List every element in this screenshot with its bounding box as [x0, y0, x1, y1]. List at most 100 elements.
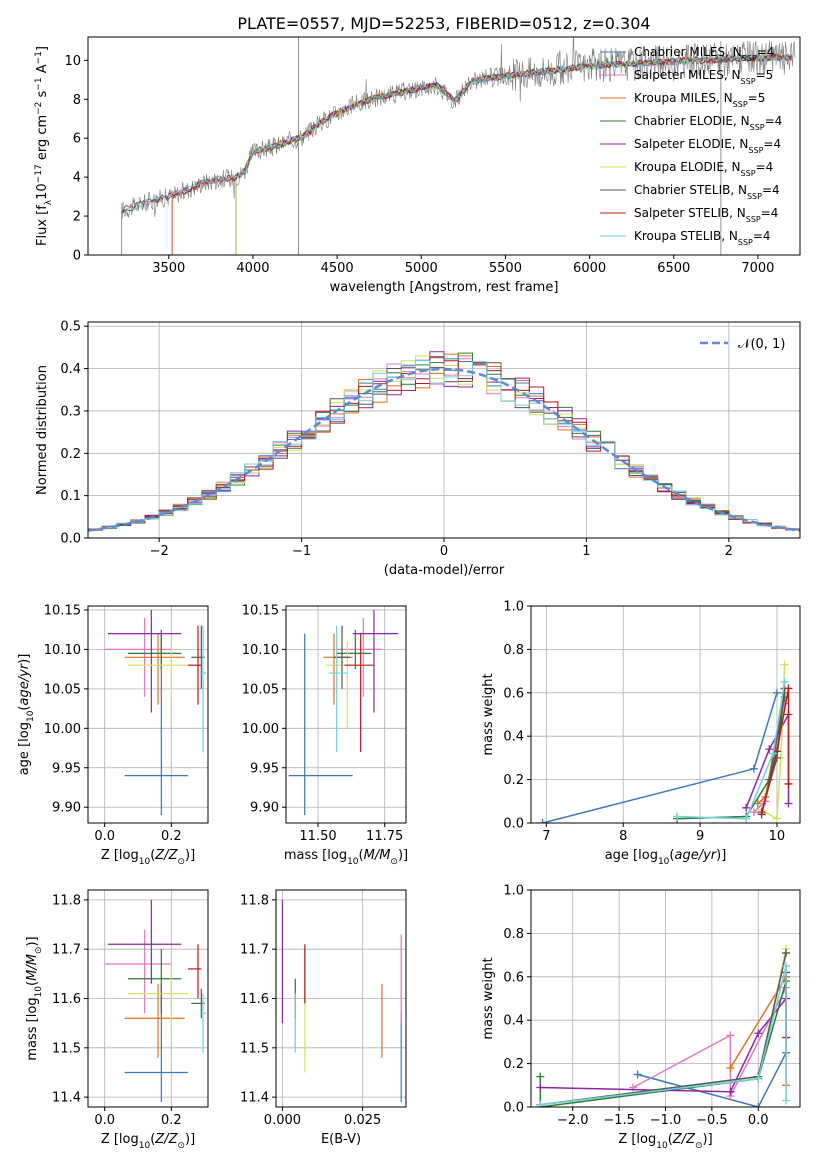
y-tick-label: 10.10 [44, 643, 81, 658]
y-tick-label: 0.4 [503, 1014, 524, 1029]
weight-marker [538, 819, 547, 823]
x-tick-label: −1.5 [603, 1113, 635, 1128]
errorbar-point [199, 993, 207, 1053]
model-spectrum [171, 54, 793, 255]
panel-age-vs-Z: 0.0 0.2 9.90 9.95 10.00 10.05 10.10 10.15 Z [log… [17, 603, 209, 867]
y-tick-label: 2 [73, 210, 81, 225]
y-tick-label: 0.4 [503, 730, 524, 745]
panel-mass-vs-Z: 0.0 0.2 11.4 11.5 11.6 11.7 11.8 Z [log10(Z/Z⊙)… [25, 889, 209, 1151]
y-axis-label: age [log10(age/yr)] [17, 654, 36, 776]
x-tick-label: 0.2 [161, 1113, 182, 1128]
y-tick-label: 1.0 [503, 884, 524, 899]
errorbar-point [344, 633, 374, 752]
axes-frame [530, 605, 801, 824]
y-axis-label: mass weight [481, 673, 496, 755]
weight-marker [784, 779, 793, 788]
figure-title: PLATE=0557, MJD=52253, FIBERID=0512, z=0… [237, 14, 650, 33]
x-tick-label: 3500 [152, 261, 185, 276]
y-tick-label: 0.0 [60, 532, 81, 547]
weight-marker [742, 803, 751, 812]
errorbar-point [328, 625, 348, 752]
weight-marker [742, 814, 751, 823]
weight-line [542, 692, 778, 823]
y-tick-label: 9.90 [52, 801, 81, 816]
y-tick-label: 0.6 [503, 970, 524, 985]
weight-marker [780, 660, 789, 669]
legend-entry: Salpeter ELODIE, NSSP=4 [634, 137, 781, 155]
errorbar-point [124, 633, 188, 816]
y-tick-label: 0.1 [60, 489, 81, 504]
y-tick-label: 10.00 [242, 722, 279, 737]
y-tick-label: 11.6 [240, 992, 269, 1007]
errorbars [281, 899, 402, 1103]
y-tick-label: 11.7 [52, 943, 81, 958]
weight-marker [726, 1063, 735, 1072]
x-tick-label: 0.025 [344, 1113, 381, 1128]
legend-entry: Chabrier MILES, NSSP=4 [634, 45, 774, 63]
weight-marker [726, 1087, 735, 1096]
weight-marker [784, 684, 793, 693]
errorbar-point [128, 641, 188, 729]
y-tick-label: 9.95 [250, 761, 279, 776]
axes-frame [87, 605, 209, 824]
y-tick-label: 0.2 [503, 773, 524, 788]
model-spectrum [235, 52, 793, 255]
y-tick-label: 11.8 [52, 893, 81, 908]
weight-line [760, 688, 790, 815]
y-tick-label: 0.0 [503, 1101, 524, 1116]
x-tick-label: 7000 [741, 261, 774, 276]
x-axis-label: Z [log10(Z/Z⊙)] [101, 848, 195, 867]
weight-marker [782, 961, 791, 970]
y-axis-label: mass [log10(M/M⊙)] [25, 936, 44, 1060]
panel-age-vs-mass: 11.50 11.75 9.90 9.95 10.00 10.05 10.10 10.15 ma… [242, 603, 408, 867]
y-tick-label: 0.2 [503, 1057, 524, 1072]
legend-entry: Chabrier STELIB, NSSP=4 [634, 183, 780, 201]
x-tick-label: 4000 [236, 261, 269, 276]
errorbar-point [124, 633, 185, 705]
weight-marker [780, 677, 789, 686]
x-tick-label: 0.0 [94, 829, 115, 844]
model-spectrum [121, 53, 792, 213]
y-tick-label: 11.6 [52, 992, 81, 1007]
x-tick-label: 11.75 [366, 829, 403, 844]
errorbar-point [326, 641, 364, 729]
x-tick-label: 0.0 [94, 1113, 115, 1128]
legend-entry: Chabrier ELODIE, NSSP=4 [634, 114, 782, 132]
weight-line [539, 980, 787, 1107]
y-tick-label: 9.90 [250, 801, 279, 816]
x-tick-label: 5000 [405, 261, 438, 276]
weight-marker [754, 1103, 763, 1107]
y-tick-label: 10 [64, 54, 81, 69]
gaussian-curve [88, 367, 800, 532]
x-tick-label: 4500 [321, 261, 354, 276]
y-tick-label: 10.05 [242, 682, 279, 697]
axes-frame [285, 605, 407, 824]
errorbars [104, 609, 207, 816]
y-tick-label: 0.8 [503, 927, 524, 942]
x-tick-label: 11.50 [299, 829, 336, 844]
x-tick-label: 6500 [657, 261, 690, 276]
x-tick-label: −2 [150, 544, 169, 559]
axes-frame [87, 36, 801, 256]
x-tick-label: −1 [292, 544, 311, 559]
x-axis-label: Z [log10(Z/Z⊙)] [101, 1132, 195, 1151]
y-tick-label: 9.95 [52, 761, 81, 776]
x-tick-label: 0 [440, 544, 448, 559]
x-axis-label: (data-model)/error [384, 563, 505, 578]
y-tick-label: 11.8 [240, 893, 269, 908]
y-tick-label: 10.05 [44, 682, 81, 697]
weight-line [676, 681, 786, 820]
model-spectrum [235, 54, 792, 255]
weight-lines [536, 944, 791, 1107]
y-tick-label: 0 [73, 249, 81, 264]
weight-marker [782, 1096, 791, 1105]
weight-marker [772, 688, 781, 697]
errorbar-point [352, 609, 398, 713]
legend-entry: 𝒩(0, 1) [738, 337, 785, 352]
x-tick-label: 8 [619, 829, 627, 844]
weight-marker [754, 1029, 763, 1038]
weight-marker [784, 799, 793, 808]
weight-marker [633, 1070, 642, 1079]
axes-frame [530, 889, 801, 1108]
x-tick-label: 5500 [489, 261, 522, 276]
